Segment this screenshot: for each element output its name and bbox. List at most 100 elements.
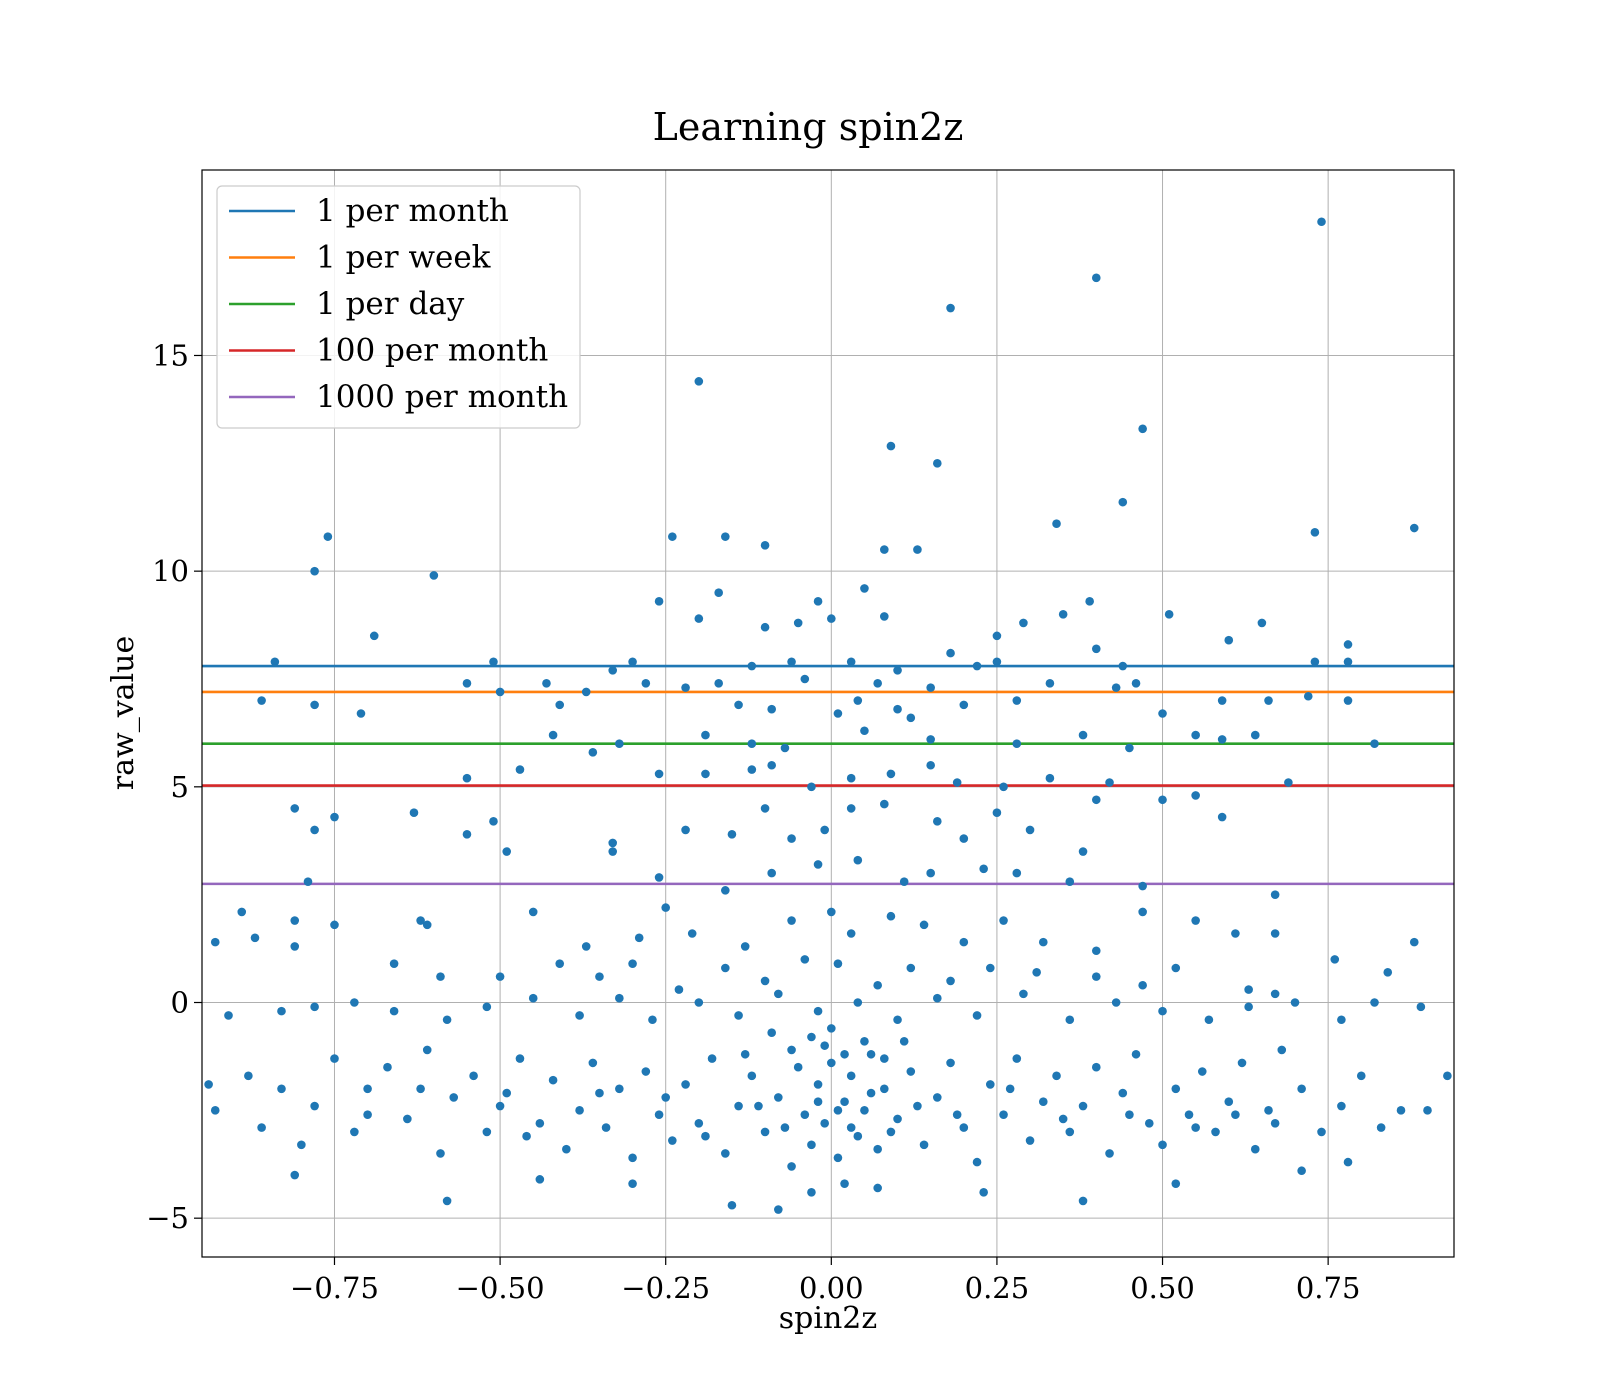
scatter-point xyxy=(641,1067,651,1076)
scatter-point xyxy=(687,929,697,938)
scatter-point xyxy=(793,1062,803,1072)
scatter-point xyxy=(985,963,995,973)
scatter-point xyxy=(1171,1179,1181,1188)
x-tick-label: 0.25 xyxy=(965,1271,1030,1305)
scatter-point xyxy=(1277,1045,1287,1055)
scatter-point xyxy=(528,907,538,917)
scatter-point xyxy=(721,963,730,973)
scatter-point xyxy=(1217,696,1227,705)
x-tick-label: 0.50 xyxy=(1130,1271,1195,1305)
x-axis-label: spin2z xyxy=(779,1301,877,1336)
y-tick-label: 5 xyxy=(171,770,189,804)
scatter-point xyxy=(1125,1110,1134,1119)
y-axis-label: raw_value xyxy=(106,636,141,790)
scatter-point xyxy=(422,920,432,930)
scatter-point xyxy=(787,1045,796,1055)
scatter-point xyxy=(1005,1084,1015,1094)
scatter-point xyxy=(946,303,955,313)
scatter-point xyxy=(1310,657,1320,667)
scatter-point xyxy=(1396,1106,1406,1115)
scatter-point xyxy=(899,1037,909,1046)
scatter-point xyxy=(442,1196,452,1206)
scatter-point xyxy=(754,1101,763,1111)
y-tick-label: −5 xyxy=(146,1201,189,1235)
scatter-point xyxy=(495,972,505,981)
scatter-point xyxy=(840,1097,849,1107)
scatter-point xyxy=(615,1084,624,1094)
scatter-point xyxy=(933,459,942,468)
scatter-point xyxy=(1065,1015,1075,1025)
scatter-point xyxy=(555,700,565,710)
scatter-point xyxy=(1264,696,1273,705)
scatter-point xyxy=(813,1097,823,1107)
scatter-point xyxy=(1343,640,1353,649)
data-points xyxy=(204,217,1452,1214)
scatter-point xyxy=(615,739,624,748)
scatter-point xyxy=(1197,1067,1207,1076)
scatter-point xyxy=(681,1080,690,1089)
scatter-point xyxy=(747,739,757,748)
scatter-point xyxy=(1297,1084,1306,1094)
scatter-point xyxy=(1237,1058,1247,1068)
scatter-point xyxy=(1012,739,1022,748)
y-tick-label: 0 xyxy=(171,986,189,1020)
scatter-point xyxy=(694,1118,704,1128)
scatter-point xyxy=(833,1153,843,1163)
scatter-point xyxy=(926,868,935,878)
scatter-point xyxy=(827,1024,836,1033)
scatter-point xyxy=(727,1200,737,1210)
scatter-point xyxy=(992,808,1002,818)
scatter-point xyxy=(880,612,889,621)
scatter-point xyxy=(681,825,690,835)
scatter-point xyxy=(356,709,366,718)
scatter-point xyxy=(1257,618,1267,628)
legend-label-0: 1 per month xyxy=(316,193,509,229)
scatter-point xyxy=(999,782,1008,792)
scatter-point xyxy=(548,730,558,740)
scatter-point xyxy=(853,1131,863,1141)
scatter-point xyxy=(701,769,710,779)
scatter-point xyxy=(270,657,280,667)
scatter-point xyxy=(866,1088,876,1098)
scatter-point xyxy=(1217,735,1227,744)
scatter-point xyxy=(846,773,856,783)
scatter-point xyxy=(853,855,863,865)
scatter-point xyxy=(330,920,339,930)
scatter-point xyxy=(1356,1071,1366,1081)
scatter-point xyxy=(1052,519,1061,529)
scatter-point xyxy=(853,998,863,1007)
scatter-point xyxy=(787,1162,796,1171)
scatter-point xyxy=(800,674,810,684)
scatter-point xyxy=(535,1118,545,1128)
scatter-point xyxy=(840,1179,849,1188)
scatter-point xyxy=(820,1041,829,1050)
scatter-point xyxy=(588,1058,598,1068)
scatter-point xyxy=(681,683,690,692)
scatter-point xyxy=(952,1110,962,1119)
scatter-point xyxy=(926,760,935,770)
scatter-point xyxy=(846,804,856,813)
scatter-point xyxy=(946,976,955,986)
scatter-point xyxy=(416,916,425,925)
scatter-point xyxy=(701,730,710,740)
legend-label-2: 1 per day xyxy=(316,286,465,322)
scatter-point xyxy=(489,657,498,667)
scatter-point xyxy=(972,1011,982,1020)
scatter-point xyxy=(767,1028,776,1037)
scatter-point xyxy=(403,1114,412,1124)
scatter-point xyxy=(674,985,684,994)
scatter-point xyxy=(1171,1084,1181,1094)
y-tick-label: 15 xyxy=(152,338,189,372)
scatter-point xyxy=(1443,1071,1452,1081)
scatter-point xyxy=(1025,825,1035,835)
scatter-point xyxy=(807,1187,816,1197)
scatter-point xyxy=(1085,597,1094,606)
scatter-point xyxy=(780,1123,790,1132)
x-tick-label: −0.50 xyxy=(456,1271,545,1305)
scatter-point xyxy=(827,907,836,917)
scatter-point xyxy=(886,911,896,921)
scatter-point xyxy=(601,1123,611,1132)
scatter-point xyxy=(608,666,618,675)
scatter-point xyxy=(654,873,664,882)
